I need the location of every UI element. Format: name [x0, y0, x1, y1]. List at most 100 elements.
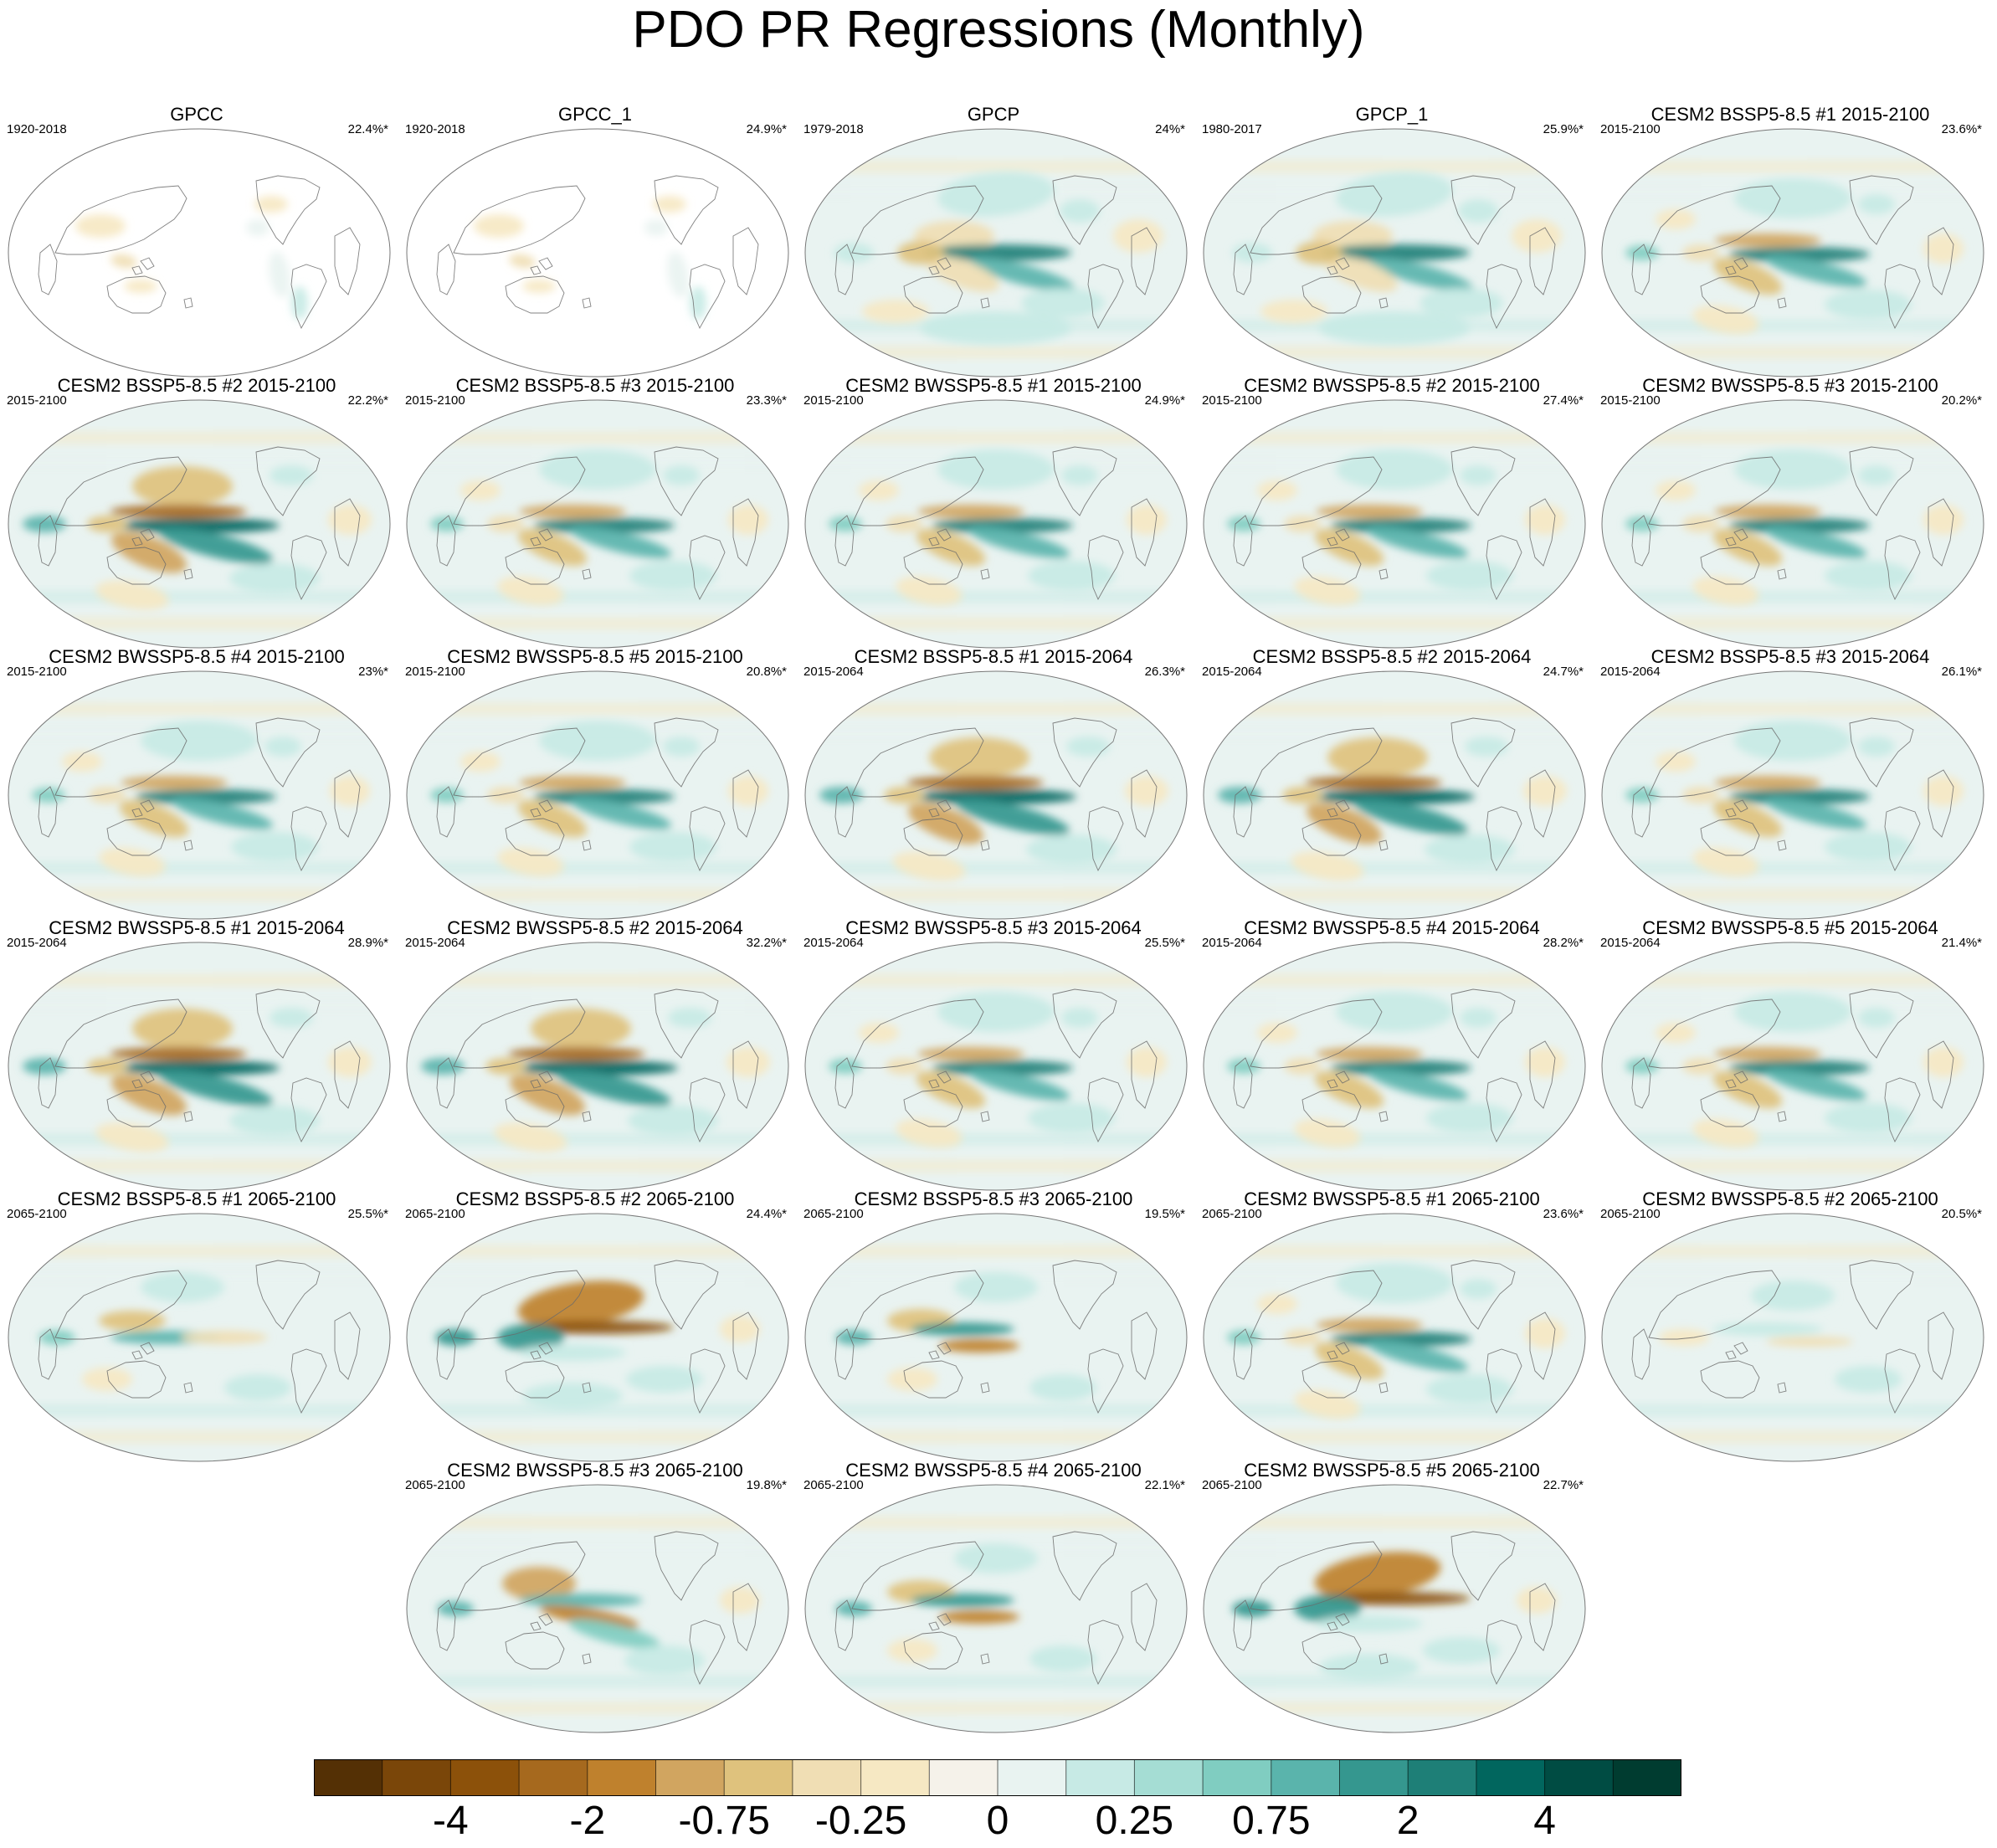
anomaly-region — [557, 1070, 672, 1106]
panel-variance-pct: 23%* — [358, 665, 388, 679]
map-panel: GPCC 1920-2018 22.4%* — [0, 104, 393, 380]
colorbar-swatch — [1271, 1759, 1340, 1796]
anomaly-region — [667, 251, 689, 298]
map-plot — [8, 128, 391, 377]
coastline — [1529, 498, 1556, 567]
panel-title: CESM2 BWSSP5-8.5 #3 2015-2100 — [1642, 375, 1938, 396]
anomaly-band — [1204, 703, 1585, 715]
map-plot — [804, 942, 1188, 1191]
map-panel: CESM2 BSSP5-8.5 #3 2015-2100 2015-2100 23.… — [398, 375, 792, 651]
coastline — [38, 1328, 58, 1380]
anomaly-region — [1734, 721, 1851, 761]
coastline — [1087, 1077, 1124, 1143]
coastline — [1250, 456, 1383, 526]
map-border — [8, 128, 391, 377]
map-plot — [1203, 942, 1586, 1191]
coastline — [1486, 1620, 1522, 1686]
coastline — [937, 799, 952, 813]
anomaly-region — [887, 1368, 937, 1391]
anomaly-region — [487, 787, 524, 803]
anomaly-region — [907, 803, 984, 844]
coastline — [334, 498, 361, 567]
anomaly-region — [1714, 776, 1821, 789]
coastline — [1777, 1382, 1787, 1394]
anomaly-region — [1353, 798, 1469, 835]
anomaly-band — [407, 1245, 788, 1257]
coastline — [255, 988, 321, 1059]
panel-variance-pct: 28.2%* — [1543, 936, 1584, 950]
coastline — [1378, 1111, 1389, 1122]
anomaly-region — [1692, 847, 1759, 877]
coastline — [1087, 264, 1124, 330]
anomaly-region — [1858, 194, 1895, 214]
anomaly-region — [1028, 561, 1115, 591]
panel-period: 2065-2100 — [405, 1207, 465, 1221]
anomaly-band — [407, 1702, 788, 1714]
colorbar-tick-label: -2 — [569, 1799, 606, 1843]
anomaly-band — [407, 1270, 788, 1282]
anomaly-band — [1204, 862, 1585, 874]
anomaly-region — [1858, 1008, 1895, 1028]
coastline — [1335, 1070, 1350, 1084]
colorbar-tick-label: 4 — [1533, 1799, 1556, 1843]
anomaly-band — [1204, 1702, 1585, 1714]
coastline — [851, 998, 984, 1069]
panel-period: 1920-2018 — [7, 122, 67, 136]
anomaly-region — [1336, 1263, 1453, 1303]
anomaly-region — [110, 1074, 187, 1116]
anomaly-band — [805, 862, 1187, 874]
coastline — [1335, 799, 1350, 813]
anomaly-band — [1204, 1245, 1585, 1257]
anomaly-region — [1319, 311, 1470, 345]
map-panel: CESM2 BWSSP5-8.5 #4 2015-2064 2015-2064 28… — [1195, 917, 1589, 1194]
map-panel: CESM2 BWSSP5-8.5 #3 2065-2100 2065-2100 19… — [398, 1460, 792, 1736]
colorbar-swatch — [519, 1759, 588, 1796]
anomaly-region — [1729, 247, 1870, 262]
map-border — [1601, 399, 1984, 649]
anomaly-region — [1729, 789, 1870, 804]
anomaly-region — [859, 1023, 899, 1043]
map-border — [804, 942, 1188, 1191]
map-panel: CESM2 BWSSP5-8.5 #2 2015-2064 2015-2064 32… — [398, 917, 792, 1194]
anomaly-region — [497, 576, 564, 606]
coastline — [38, 515, 58, 567]
panel-variance-pct: 26.1%* — [1941, 665, 1982, 679]
anomaly-region — [884, 787, 924, 803]
map-plot — [1601, 399, 1984, 649]
map-border — [1203, 399, 1586, 649]
map-plot — [406, 1484, 789, 1733]
coastline — [732, 1040, 759, 1109]
anomaly-region — [1766, 1337, 1853, 1347]
map-panel: GPCP_1 1980-2017 25.9%* — [1195, 104, 1589, 380]
coastline — [436, 1057, 456, 1109]
colorbar-swatch — [382, 1759, 451, 1796]
coastline — [106, 275, 167, 314]
coastline — [1486, 1348, 1522, 1414]
anomaly-region — [1682, 1058, 1719, 1075]
coastline — [1648, 727, 1781, 798]
anomaly-region — [1125, 776, 1168, 806]
anomaly-region — [1525, 505, 1565, 535]
colorbar-swatch — [1065, 1759, 1135, 1796]
anomaly-region — [497, 847, 564, 877]
anomaly-region — [1227, 516, 1260, 531]
anomaly-region — [497, 1324, 564, 1351]
coastline — [1777, 1111, 1787, 1122]
anomaly-band — [1602, 591, 1984, 603]
anomaly-region — [99, 847, 166, 877]
anomaly-region — [62, 752, 102, 772]
anomaly-band — [8, 862, 390, 874]
map-panel: CESM2 BSSP5-8.5 #1 2015-2100 2015-2100 23.… — [1594, 104, 1987, 380]
coastline — [1849, 446, 1914, 516]
coastline — [505, 818, 565, 856]
anomaly-region — [224, 1374, 291, 1401]
anomaly-region — [1060, 199, 1100, 223]
coastline — [689, 1077, 726, 1143]
coastline — [1052, 717, 1117, 788]
map-plot — [1203, 1213, 1586, 1462]
anomaly-region — [87, 516, 127, 532]
anomaly-region — [1257, 1023, 1297, 1043]
anomaly-region — [509, 1074, 586, 1116]
coastline — [937, 1070, 952, 1084]
anomaly-region — [911, 1594, 1014, 1607]
